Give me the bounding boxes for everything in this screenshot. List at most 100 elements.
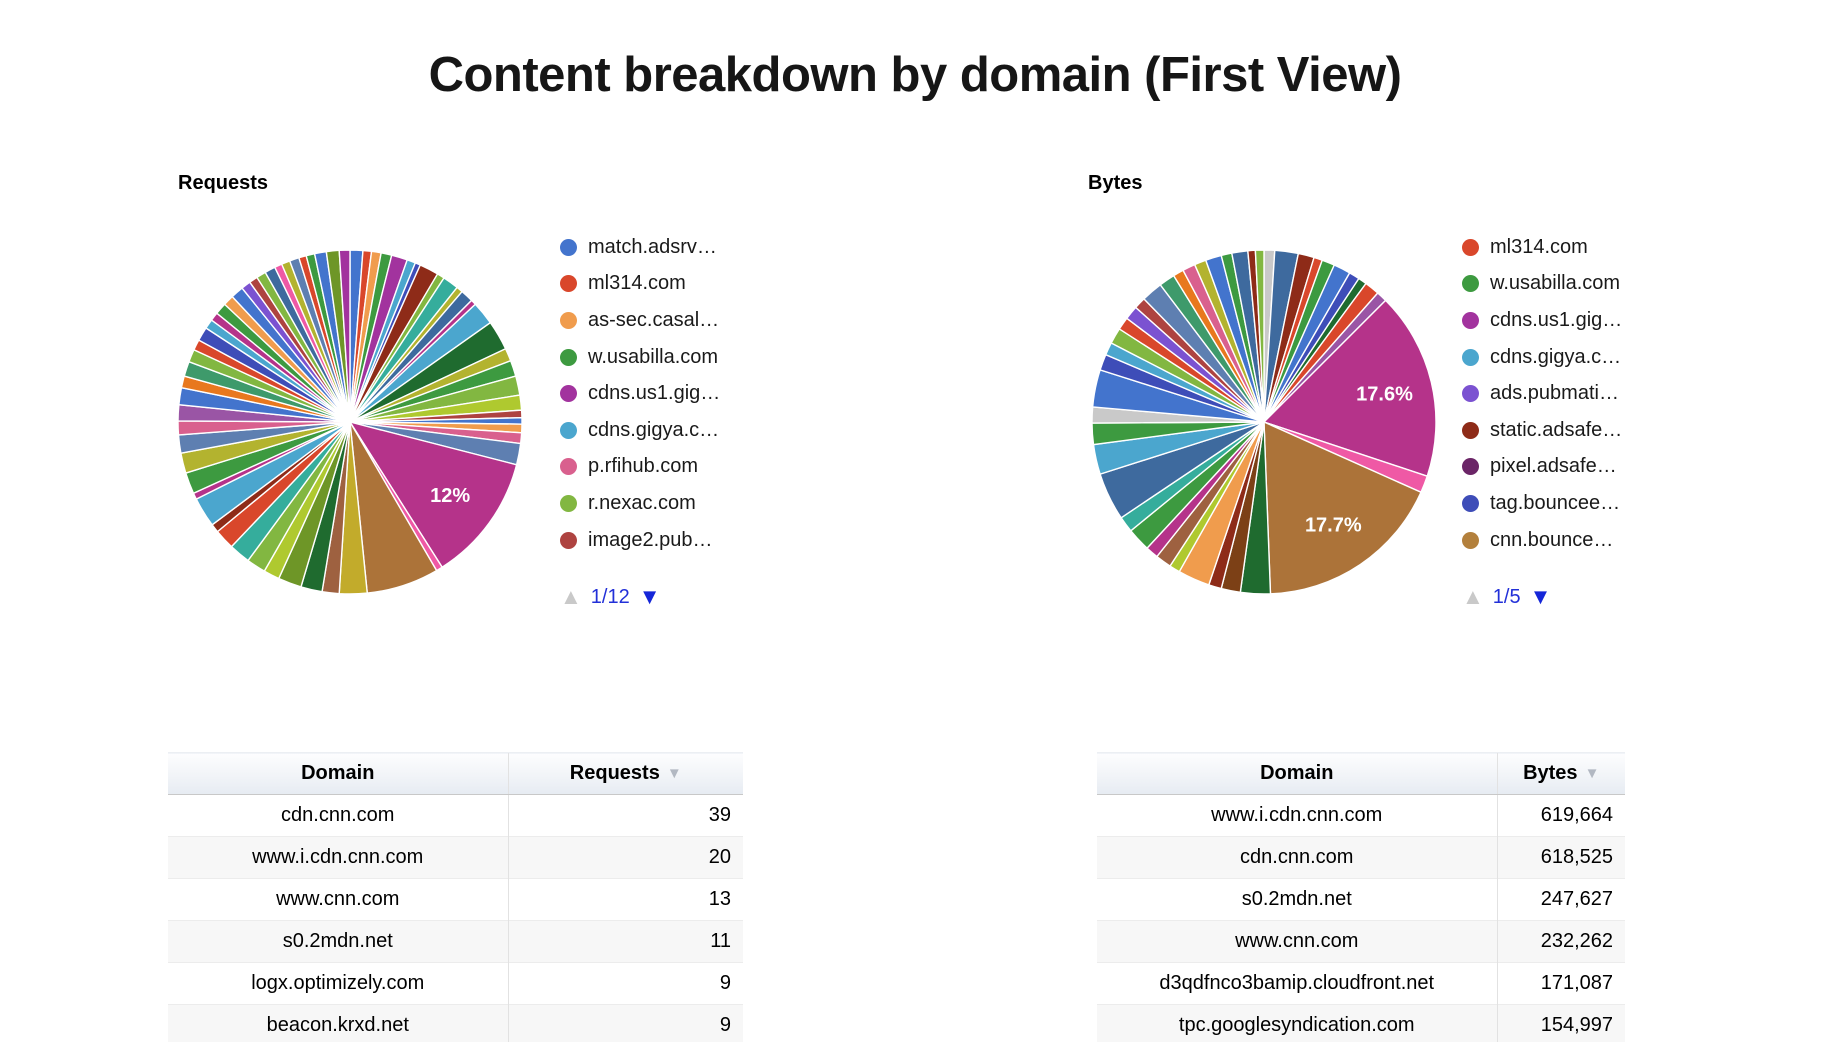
legend-item[interactable]: cdns.us1.gig…: [560, 375, 720, 412]
column-header-domain[interactable]: Domain: [168, 752, 508, 795]
legend-item[interactable]: w.usabilla.com: [1462, 266, 1622, 303]
legend-label: w.usabilla.com: [1490, 272, 1621, 295]
legend-swatch-icon: [1462, 275, 1479, 293]
legend-item[interactable]: p.rfihub.com: [560, 449, 720, 486]
column-header-bytes[interactable]: Bytes ▼: [1496, 752, 1625, 795]
bytes-pie-chart[interactable]: 17.6% 17.7%: [1086, 244, 1442, 600]
table-row[interactable]: s0.2mdn.net 11: [168, 920, 743, 963]
pager-down-icon[interactable]: ▼: [1529, 584, 1552, 609]
legend-item[interactable]: image2.pub…: [560, 522, 720, 559]
legend-label: r.nexac.com: [588, 491, 696, 514]
legend-label: w.usabilla.com: [588, 345, 719, 368]
legend-item[interactable]: static.adsafe…: [1462, 412, 1622, 449]
legend-swatch-icon: [1462, 311, 1479, 329]
table-row[interactable]: tpc.googlesyndication.com 154,997: [1097, 1004, 1625, 1042]
pager-page-indicator: 1/12: [590, 585, 630, 608]
column-header-label: Bytes: [1523, 762, 1578, 784]
pie-percent-label: 17.7%: [1305, 515, 1362, 537]
table-row[interactable]: logx.optimizely.com 9: [168, 962, 743, 1005]
requests-legend-pager: ▲ 1/12 ▼: [560, 584, 661, 610]
pie-slice[interactable]: [1263, 420, 1422, 595]
legend-label: p.rfihub.com: [588, 455, 699, 478]
column-header-label: Domain: [1260, 762, 1334, 784]
legend-swatch-icon: [560, 458, 577, 476]
table-row[interactable]: www.i.cdn.cnn.com 619,664: [1097, 794, 1625, 837]
legend-swatch-icon: [560, 421, 577, 439]
legend-label: pixel.adsafe…: [1490, 455, 1617, 478]
table-row[interactable]: beacon.krxd.net 9: [168, 1004, 743, 1042]
pager-down-icon[interactable]: ▼: [638, 584, 661, 609]
legend-label: as-sec.casal…: [588, 308, 720, 331]
requests-table-header: Domain Requests ▼: [168, 752, 743, 795]
legend-label: ml314.com: [588, 272, 686, 295]
table-row[interactable]: cdn.cnn.com 39: [168, 794, 743, 837]
table-row[interactable]: cdn.cnn.com 618,525: [1097, 836, 1625, 879]
domain-cell: d3qdfnco3bamip.cloudfront.net: [1097, 962, 1497, 1005]
sort-descending-icon: ▼: [666, 765, 682, 782]
pie-percent-label: 12%: [430, 485, 470, 507]
value-cell: 13: [507, 878, 743, 921]
legend-item[interactable]: tag.bouncee…: [1462, 485, 1622, 522]
pager-up-icon[interactable]: ▲: [560, 584, 582, 609]
legend-item[interactable]: r.nexac.com: [560, 485, 720, 522]
requests-chart-title: Requests: [178, 172, 269, 194]
legend-item[interactable]: ads.pubmati…: [1462, 375, 1622, 412]
legend-item[interactable]: cnn.bounce…: [1462, 522, 1622, 559]
legend-item[interactable]: cdns.gigya.c…: [1462, 339, 1622, 376]
bytes-legend: ml314.com w.usabilla.com cdns.us1.gig… cdns…: [1462, 229, 1622, 558]
legend-item[interactable]: pixel.adsafe…: [1462, 449, 1622, 486]
legend-item[interactable]: as-sec.casal…: [560, 302, 720, 339]
pie-slice[interactable]: [348, 420, 518, 569]
domain-cell: logx.optimizely.com: [168, 962, 508, 1005]
domain-cell: www.cnn.com: [1097, 920, 1497, 963]
legend-swatch-icon: [1462, 385, 1479, 403]
requests-table-body: cdn.cnn.com 39 www.i.cdn.cnn.com 20 www.cnn.…: [168, 794, 743, 1042]
domain-cell: tpc.googlesyndication.com: [1097, 1004, 1497, 1042]
table-row[interactable]: www.i.cdn.cnn.com 20: [168, 836, 743, 879]
legend-swatch-icon: [560, 238, 577, 256]
legend-label: cdns.us1.gig…: [588, 382, 721, 405]
legend-swatch-icon: [1462, 458, 1479, 476]
domain-cell: s0.2mdn.net: [168, 920, 508, 963]
value-cell: 11: [507, 920, 743, 963]
legend-swatch-icon: [1462, 494, 1479, 512]
page-title: Content breakdown by domain (First View): [428, 47, 1402, 102]
legend-label: static.adsafe…: [1490, 418, 1623, 441]
legend-swatch-icon: [560, 531, 577, 549]
bytes-chart-title: Bytes: [1088, 172, 1143, 194]
legend-label: cdns.us1.gig…: [1490, 308, 1623, 331]
pie-slice[interactable]: [338, 249, 351, 423]
value-cell: 20: [507, 836, 743, 879]
value-cell: 232,262: [1496, 920, 1625, 963]
legend-item[interactable]: ml314.com: [560, 266, 720, 303]
legend-swatch-icon: [560, 494, 577, 512]
requests-pie-chart[interactable]: 12%: [172, 244, 528, 600]
pager-up-icon[interactable]: ▲: [1462, 584, 1484, 609]
value-cell: 9: [507, 962, 743, 1005]
sort-descending-icon: ▼: [1584, 765, 1600, 782]
column-header-label: Domain: [301, 762, 375, 784]
legend-swatch-icon: [560, 275, 577, 293]
legend-swatch-icon: [560, 348, 577, 366]
bytes-legend-pager: ▲ 1/5 ▼: [1462, 584, 1551, 610]
column-header-domain[interactable]: Domain: [1097, 752, 1497, 795]
table-row[interactable]: d3qdfnco3bamip.cloudfront.net 171,087: [1097, 962, 1625, 1005]
legend-item[interactable]: match.adsrv…: [560, 229, 720, 266]
table-row[interactable]: www.cnn.com 13: [168, 878, 743, 921]
pie-slice[interactable]: [1254, 249, 1265, 423]
legend-swatch-icon: [1462, 348, 1479, 366]
column-header-requests[interactable]: Requests ▼: [507, 752, 743, 795]
domain-cell: www.i.cdn.cnn.com: [168, 836, 508, 879]
legend-item[interactable]: cdns.us1.gig…: [1462, 302, 1622, 339]
table-row[interactable]: s0.2mdn.net 247,627: [1097, 878, 1625, 921]
legend-item[interactable]: ml314.com: [1462, 229, 1622, 266]
pie-slice[interactable]: [1262, 299, 1437, 478]
legend-item[interactable]: cdns.gigya.c…: [560, 412, 720, 449]
legend-swatch-icon: [1462, 238, 1479, 256]
legend-item[interactable]: w.usabilla.com: [560, 339, 720, 376]
table-row[interactable]: www.cnn.com 232,262: [1097, 920, 1625, 963]
domain-cell: beacon.krxd.net: [168, 1004, 508, 1042]
value-cell: 39: [507, 794, 743, 837]
domain-cell: www.i.cdn.cnn.com: [1097, 794, 1497, 837]
